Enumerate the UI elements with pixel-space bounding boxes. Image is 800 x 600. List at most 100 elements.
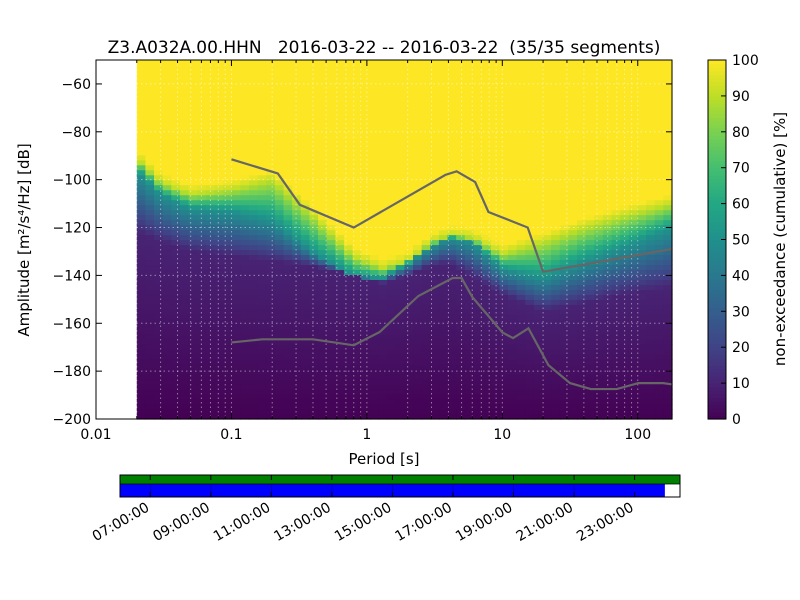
heatmap-cell bbox=[145, 169, 155, 176]
heatmap-cell bbox=[240, 264, 250, 271]
heatmap-cell bbox=[533, 149, 544, 156]
heatmap-cell bbox=[464, 134, 475, 141]
heatmap-cell bbox=[620, 374, 630, 380]
heatmap-cell bbox=[430, 179, 440, 186]
heatmap-cell bbox=[620, 174, 630, 181]
heatmap-cell bbox=[179, 124, 190, 131]
heatmap-cell bbox=[430, 404, 440, 410]
heatmap-cell bbox=[240, 114, 250, 121]
heatmap-cell bbox=[240, 139, 250, 146]
heatmap-cell bbox=[568, 334, 578, 340]
heatmap-cell bbox=[628, 254, 639, 261]
heatmap-cell bbox=[326, 89, 336, 96]
heatmap-cell bbox=[568, 409, 578, 415]
heatmap-cell bbox=[620, 159, 630, 166]
heatmap-cell bbox=[309, 184, 319, 191]
heatmap-cell bbox=[585, 299, 595, 305]
heatmap-cell bbox=[378, 309, 388, 315]
heatmap-cell bbox=[568, 134, 578, 141]
heatmap-cell bbox=[257, 409, 267, 415]
heatmap-cell bbox=[438, 319, 449, 325]
heatmap-cell bbox=[663, 79, 673, 86]
heatmap-cell bbox=[274, 74, 285, 81]
heatmap-cell bbox=[369, 229, 380, 236]
heatmap-cell bbox=[482, 309, 492, 315]
heatmap-cell bbox=[171, 144, 181, 151]
heatmap-cell bbox=[430, 69, 440, 76]
heatmap-cell bbox=[257, 289, 267, 295]
heatmap-cell bbox=[533, 284, 544, 290]
heatmap-cell bbox=[179, 194, 190, 201]
heatmap-cell bbox=[309, 149, 319, 156]
heatmap-cell bbox=[214, 119, 224, 126]
heatmap-cell bbox=[525, 344, 535, 350]
heatmap-cell bbox=[559, 209, 569, 216]
heatmap-cell bbox=[378, 194, 388, 201]
heatmap-cell bbox=[326, 114, 336, 121]
heatmap-cell bbox=[188, 399, 198, 405]
heatmap-cell bbox=[249, 259, 259, 266]
heatmap-cell bbox=[249, 299, 259, 305]
heatmap-cell bbox=[197, 284, 207, 290]
heatmap-cell bbox=[369, 404, 380, 410]
heatmap-cell bbox=[663, 319, 673, 325]
heatmap-cell bbox=[240, 324, 250, 330]
heatmap-cell bbox=[283, 389, 293, 395]
heatmap-cell bbox=[464, 229, 475, 236]
heatmap-cell bbox=[378, 404, 388, 410]
heatmap-cell bbox=[602, 239, 613, 246]
heatmap-cell bbox=[421, 334, 431, 340]
heatmap-cell bbox=[223, 84, 233, 91]
heatmap-cell bbox=[473, 214, 483, 221]
heatmap-cell bbox=[654, 164, 664, 171]
heatmap-cell bbox=[646, 214, 656, 221]
heatmap-cell bbox=[594, 254, 604, 261]
heatmap-cell bbox=[343, 259, 354, 266]
heatmap-cell bbox=[525, 74, 535, 81]
heatmap-cell bbox=[516, 119, 526, 126]
heatmap-cell bbox=[542, 324, 552, 330]
heatmap-cell bbox=[326, 239, 336, 246]
heatmap-cell bbox=[240, 99, 250, 106]
heatmap-cell bbox=[335, 269, 345, 276]
heatmap-cell bbox=[499, 394, 509, 400]
heatmap-cell bbox=[205, 204, 216, 211]
colorbar-step bbox=[708, 390, 726, 395]
heatmap-cell bbox=[516, 394, 526, 400]
heatmap-cell bbox=[343, 344, 354, 350]
heatmap-cell bbox=[473, 284, 483, 290]
heatmap-cell bbox=[309, 334, 319, 340]
heatmap-cell bbox=[464, 109, 475, 116]
heatmap-cell bbox=[577, 189, 587, 196]
heatmap-cell bbox=[387, 64, 397, 71]
heatmap-cell bbox=[507, 309, 518, 315]
heatmap-cell bbox=[309, 284, 319, 290]
heatmap-cell bbox=[525, 409, 535, 415]
heatmap-cell bbox=[197, 129, 207, 136]
heatmap-cell bbox=[257, 159, 267, 166]
colorbar-step bbox=[708, 131, 726, 136]
heatmap-cell bbox=[223, 359, 233, 365]
heatmap-cell bbox=[162, 134, 172, 141]
heatmap-cell bbox=[421, 369, 431, 375]
heatmap-cell bbox=[257, 354, 267, 360]
heatmap-cell bbox=[430, 154, 440, 161]
heatmap-cell bbox=[266, 369, 276, 375]
heatmap-cell bbox=[456, 189, 466, 196]
heatmap-cell bbox=[154, 184, 164, 191]
heatmap-cell bbox=[585, 269, 595, 276]
heatmap-cell bbox=[145, 279, 155, 285]
heatmap-cell bbox=[499, 269, 509, 276]
heatmap-cell bbox=[611, 69, 621, 76]
heatmap-cell bbox=[343, 299, 354, 305]
heatmap-cell bbox=[499, 119, 509, 126]
heatmap-cell bbox=[473, 384, 483, 390]
heatmap-cell bbox=[240, 269, 250, 276]
heatmap-cell bbox=[257, 334, 267, 340]
heatmap-cell bbox=[145, 379, 155, 385]
heatmap-cell bbox=[361, 289, 371, 295]
heatmap-cell bbox=[361, 224, 371, 231]
heatmap-cell bbox=[438, 314, 449, 320]
heatmap-cell bbox=[309, 329, 319, 335]
heatmap-cell bbox=[309, 309, 319, 315]
